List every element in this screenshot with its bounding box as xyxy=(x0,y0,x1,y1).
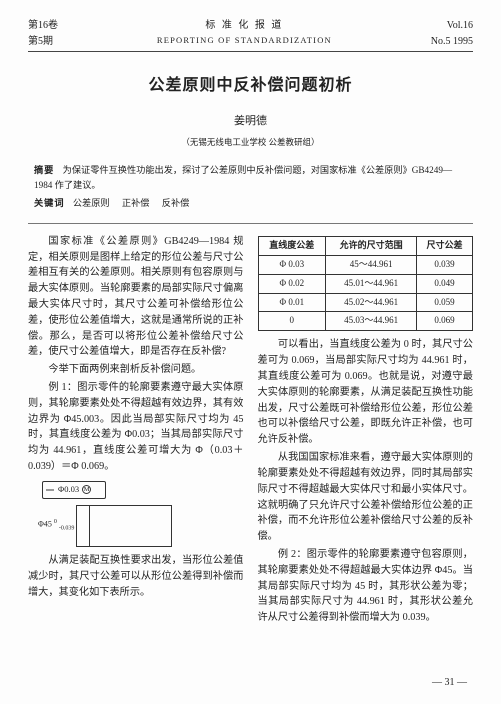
body-columns: 国家标准《公差原则》GB4249—1984 规定，相关原则是图样上给定的形位公差… xyxy=(28,234,473,628)
table-header: 直线度公差 xyxy=(258,236,326,255)
tolerance-table: 直线度公差 允许的尺寸范围 尺寸公差 Φ 0.03 45～44.961 0.03… xyxy=(258,236,474,332)
keyword: 反补偿 xyxy=(162,198,190,208)
keywords-label: 关键词 xyxy=(34,198,65,208)
table-cell: 0.039 xyxy=(417,255,473,274)
dim-main: Φ45 xyxy=(38,520,52,529)
table-cell: Φ 0.01 xyxy=(258,293,326,312)
date-en: No.5 1995 xyxy=(431,34,473,50)
header-center: 标 准 化 报 道 REPORTING OF STANDARDIZATION xyxy=(58,18,431,49)
table-cell: 0.049 xyxy=(417,274,473,293)
table-cell: 0.059 xyxy=(417,293,473,312)
table-cell: 45.03～44.961 xyxy=(326,312,417,331)
table-row: 直线度公差 允许的尺寸范围 尺寸公差 xyxy=(258,236,473,255)
paragraph: 从满足装配互换性要求出发，当形位公差值减少时，其尺寸公差可以从形位公差得到补偿而… xyxy=(28,553,244,600)
left-column: 国家标准《公差原则》GB4249—1984 规定，相关原则是图样上给定的形位公差… xyxy=(28,234,244,628)
article-title: 公差原则中反补偿问题初析 xyxy=(28,74,473,99)
straightness-icon xyxy=(45,485,55,495)
feature-control-frame: Φ0.03 M xyxy=(42,481,106,499)
author: 姜明德 xyxy=(28,113,473,130)
figure-1: Φ0.03 M Φ45 0 -0.039 xyxy=(42,481,244,547)
divider xyxy=(28,223,473,224)
table-header: 尺寸公差 xyxy=(417,236,473,255)
abstract-label: 摘要 xyxy=(34,165,54,175)
table-cell: 45.02～44.961 xyxy=(326,293,417,312)
keywords: 关键词 公差原则 正补偿 反补偿 xyxy=(34,196,467,210)
keyword: 公差原则 xyxy=(73,198,110,208)
dimension: Φ45 0 -0.039 xyxy=(38,505,76,547)
table-header: 允许的尺寸范围 xyxy=(326,236,417,255)
table-cell: Φ 0.02 xyxy=(258,274,326,293)
journal-en: REPORTING OF STANDARDIZATION xyxy=(58,34,431,47)
page-number: — 31 — xyxy=(432,675,467,691)
paragraph: 例 1：图示零件的轮廓要素遵守最大实体原则，其轮廓要素处处不得超越有效边界，其有… xyxy=(28,380,244,475)
page-header: 第16卷 第5期 标 准 化 报 道 REPORTING OF STANDARD… xyxy=(28,18,473,52)
issue-cn: 第5期 xyxy=(28,34,58,50)
table-cell: Φ 0.03 xyxy=(258,255,326,274)
table-cell: 0.069 xyxy=(417,312,473,331)
vol-cn: 第16卷 xyxy=(28,18,58,34)
fcf-tol: Φ0.03 xyxy=(58,483,79,496)
affiliation: （无锡无线电工业学校 公差教研组） xyxy=(28,136,473,149)
table-cell: 0 xyxy=(258,312,326,331)
dim-upper: 0 xyxy=(54,519,57,525)
dim-lower: -0.039 xyxy=(59,526,75,532)
paragraph: 从我国国家标准来看，遵守最大实体原则的轮廓要素处处不得超越有效边界，同时其局部实… xyxy=(258,450,474,545)
table-row: Φ 0.02 45.01～44.961 0.049 xyxy=(258,274,473,293)
table-row: Φ 0.03 45～44.961 0.039 xyxy=(258,255,473,274)
keyword: 正补偿 xyxy=(122,198,150,208)
paragraph: 国家标准《公差原则》GB4249—1984 规定，相关原则是图样上给定的形位公差… xyxy=(28,234,244,361)
part-outline xyxy=(76,505,172,547)
paragraph: 今举下面两例来剖析反补偿问题。 xyxy=(28,362,244,378)
journal-cn: 标 准 化 报 道 xyxy=(58,18,431,34)
paragraph: 可以看出，当直线度公差为 0 时，其尺寸公差可为 0.069，当局部实际尺寸均为… xyxy=(258,337,474,448)
table-cell: 45～44.961 xyxy=(326,255,417,274)
part-inner-line xyxy=(89,506,90,546)
header-left: 第16卷 第5期 xyxy=(28,18,58,49)
abstract: 摘要 为保证零件互换性功能出发，探讨了公差原则中反补偿问题，对国家标准《公差原则… xyxy=(34,163,467,192)
table-row: 0 45.03～44.961 0.069 xyxy=(258,312,473,331)
abstract-text: 为保证零件互换性功能出发，探讨了公差原则中反补偿问题，对国家标准《公差原则》GB… xyxy=(34,165,452,190)
header-right: Vol.16 No.5 1995 xyxy=(431,18,473,49)
mmc-symbol: M xyxy=(82,485,91,494)
paragraph: 例 2：图示零件的轮廓要素遵守包容原则，其轮廓要素处处不得超越最大实体边界 Φ4… xyxy=(258,547,474,626)
table-row: Φ 0.01 45.02～44.961 0.059 xyxy=(258,293,473,312)
vol-en: Vol.16 xyxy=(431,18,473,34)
right-column: 直线度公差 允许的尺寸范围 尺寸公差 Φ 0.03 45～44.961 0.03… xyxy=(258,234,474,628)
table-cell: 45.01～44.961 xyxy=(326,274,417,293)
